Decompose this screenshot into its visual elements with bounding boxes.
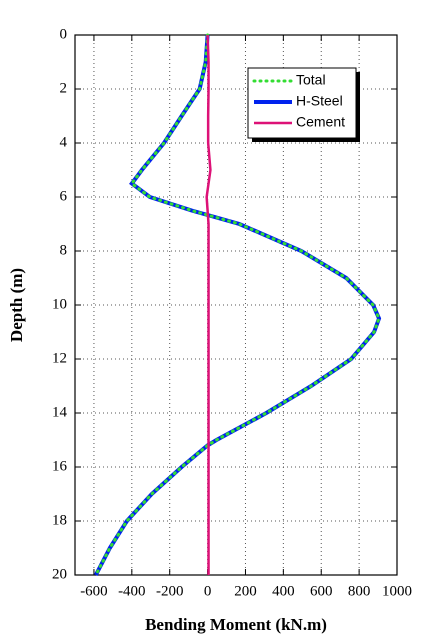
y-tick-label: 6: [60, 188, 68, 204]
y-tick-label: 20: [52, 566, 67, 582]
legend-label: Cement: [296, 114, 345, 130]
line-series: [94, 33, 381, 577]
x-tick-label: 800: [348, 583, 371, 599]
y-tick-label: 2: [60, 80, 68, 96]
y-tick-label: 16: [52, 458, 68, 474]
y-tick-label: 12: [52, 350, 67, 366]
y-tick-label: 18: [52, 512, 67, 528]
y-tick-label: 10: [52, 296, 67, 312]
legend-label: H-Steel: [296, 93, 343, 109]
plot-frame: [74, 34, 398, 576]
x-tick-label: -600: [80, 583, 108, 599]
x-tick-label: 200: [234, 583, 257, 599]
x-tick-label: -400: [118, 583, 146, 599]
y-tick-label: 14: [52, 404, 68, 420]
x-tick-label: 600: [310, 583, 333, 599]
x-tick-label: 0: [204, 583, 212, 599]
x-axis-title: Bending Moment (kN.m): [145, 615, 327, 634]
y-tick-label: 4: [60, 134, 68, 150]
legend-label: Total: [296, 72, 326, 88]
x-tick-label: 400: [272, 583, 295, 599]
y-tick-label: 0: [60, 26, 68, 42]
line-series: [205, 34, 212, 575]
x-tick-label: -200: [156, 583, 184, 599]
x-tick-label: 1000: [382, 583, 412, 599]
y-tick-label: 8: [60, 242, 68, 258]
y-axis-title: Depth (m): [7, 268, 26, 342]
